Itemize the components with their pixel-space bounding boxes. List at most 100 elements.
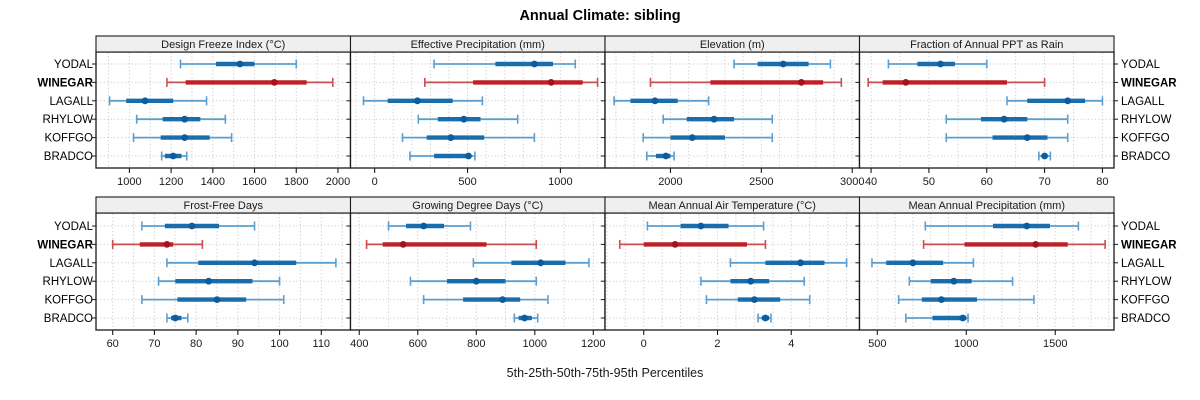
row-label-right: WINEGAR [1121,239,1177,251]
row-label-left: RHYLOW [43,276,94,288]
strip-title: Fraction of Annual PPT as Rain [910,39,1063,51]
median-dot [499,296,507,303]
strip-title: Design Freeze Index (°C) [161,39,285,51]
row-label-left: LAGALL [50,258,94,270]
x-tick-label: 0 [641,338,647,350]
x-tick-label: 1200 [581,338,605,350]
median-dot [521,314,528,322]
panel-background [350,213,605,330]
row-label-left: RHYLOW [43,114,94,126]
strip-title: Effective Precipitation (mm) [411,39,545,51]
median-dot [797,79,805,86]
median-dot [537,259,545,267]
median-dot [1064,97,1072,105]
x-tick-label: 100 [270,338,288,350]
median-dot [447,134,455,142]
x-axis-label: 5th-25th-50th-75th-95th Percentiles [507,366,704,380]
median-dot [169,152,177,160]
median-dot [950,277,958,285]
median-dot [465,152,472,160]
row-label-right: KOFFGO [1121,295,1170,307]
row-label-right: LAGALL [1121,258,1165,270]
chart-title: Annual Climate: sibling [519,8,680,24]
row-label-left: KOFFGO [44,295,93,307]
row-label-right: BRADCO [1121,313,1170,325]
strip-title: Mean Annual Air Temperature (°C) [649,200,816,212]
x-tick-label: 400 [350,338,368,350]
median-dot [909,259,917,267]
x-tick-label: 40 [865,176,877,188]
x-tick-label: 1000 [523,338,547,350]
row-label-right: KOFFGO [1121,133,1170,145]
row-label-right: LAGALL [1121,96,1165,108]
x-tick-label: 1000 [117,176,141,188]
strip-title: Mean Annual Precipitation (mm) [908,200,1065,212]
x-tick-label: 1500 [1043,338,1067,350]
x-tick-label: 70 [1038,176,1050,188]
x-tick-label: 60 [981,176,993,188]
row-label-left: LAGALL [50,96,94,108]
x-tick-label: 2 [714,338,720,350]
median-dot [1023,134,1031,142]
strip-header [858,196,1115,214]
median-dot [688,134,696,142]
median-dot [902,79,910,86]
row-label-right: RHYLOW [1121,276,1172,288]
median-dot [937,60,944,68]
row-label-right: RHYLOW [1121,114,1172,126]
median-dot [460,115,468,123]
median-dot [779,60,787,68]
x-tick-label: 600 [409,338,427,350]
median-dot [205,277,213,285]
panel-background [350,52,605,168]
panel-background [605,213,860,330]
median-dot [750,296,758,303]
median-dot [163,241,171,248]
median-dot [671,241,679,248]
median-dot [181,115,189,123]
x-tick-label: 1000 [954,338,978,350]
row-label-right: YODAL [1121,221,1161,233]
median-dot [531,60,538,68]
strip-title: Elevation (m) [700,39,765,51]
median-dot [662,152,670,160]
median-dot [651,97,659,105]
median-dot [472,277,480,285]
panel-background [859,213,1114,330]
median-dot [213,296,221,303]
strip-title: Growing Degree Days (°C) [412,200,543,212]
x-tick-label: 60 [107,338,119,350]
x-tick-label: 1600 [242,176,266,188]
panel-background [859,52,1114,168]
median-dot [1041,152,1048,160]
x-tick-label: 500 [458,176,476,188]
median-dot [697,222,705,230]
median-dot [762,314,769,322]
median-dot [420,222,428,230]
median-dot [547,79,555,86]
x-tick-label: 2500 [749,176,773,188]
median-dot [959,314,967,322]
x-tick-label: 2000 [326,176,350,188]
row-label-left: WINEGAR [37,239,93,251]
x-tick-label: 80 [190,338,202,350]
row-label-right: WINEGAR [1121,77,1177,89]
median-dot [413,97,421,105]
median-dot [797,259,804,267]
x-tick-label: 70 [148,338,160,350]
median-dot [1032,241,1040,248]
row-label-left: KOFFGO [44,133,93,145]
x-tick-label: 90 [232,338,244,350]
median-dot [171,314,179,322]
median-dot [270,79,278,86]
row-label-left: BRADCO [44,313,93,325]
row-label-left: YODAL [54,59,94,71]
x-tick-label: 1000 [548,176,572,188]
x-tick-label: 0 [372,176,378,188]
strip-title: Frost-Free Days [184,200,264,212]
panel-background [96,213,351,330]
row-label-right: YODAL [1121,59,1161,71]
strip-header [858,35,1115,53]
panel-background [605,52,860,168]
